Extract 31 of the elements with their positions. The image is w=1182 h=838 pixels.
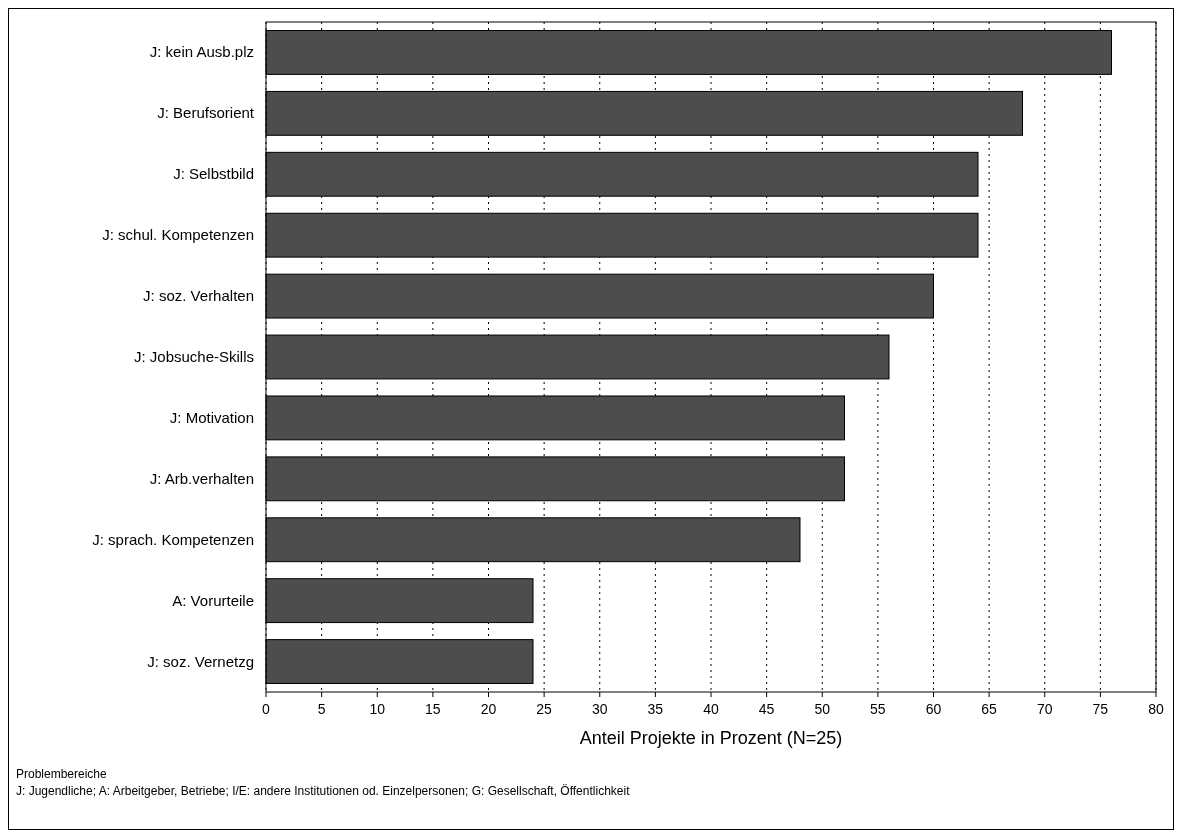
y-tick-label: J: kein Ausb.plz <box>149 43 254 61</box>
x-tick-label: 50 <box>814 701 831 717</box>
x-tick-label: 10 <box>369 701 386 717</box>
x-tick-label: 25 <box>536 701 553 717</box>
x-tick-label: 75 <box>1092 701 1109 717</box>
y-tick-label: J: schul. Kompetenzen <box>102 226 254 244</box>
y-tick-label: J: Motivation <box>169 408 254 426</box>
y-tick-label: J: sprach. Kompetenzen <box>92 530 254 548</box>
x-tick-label: 60 <box>925 701 942 717</box>
x-tick-label: 65 <box>981 701 998 717</box>
y-tick-label: J: Selbstbild <box>173 165 254 183</box>
x-tick-label: 55 <box>870 701 886 717</box>
y-tick-label: A: Vorurteile <box>172 591 254 609</box>
x-tick-label: 15 <box>425 701 441 717</box>
x-tick-label: 80 <box>1148 701 1164 717</box>
x-tick-label: 0 <box>262 701 271 717</box>
y-tick-label: J: Jobsuche-Skills <box>133 348 254 365</box>
x-tick-label: 30 <box>591 701 608 717</box>
x-tick-label: 35 <box>647 701 664 717</box>
x-tick-label: 20 <box>480 701 497 717</box>
text: J: Jugendliche; A: Arbeitgeber, Betriebe; I/E: andere Institutionen od. Einzelpersonen; G: Gesellschaft, Öffentlichkeit <box>16 784 631 798</box>
x-axis-title: Anteil Projekte in Prozent (N=25) <box>579 728 843 748</box>
x-tick-label: 5 <box>317 701 326 717</box>
y-tick-label: J: soz. Verhalten <box>143 287 254 305</box>
text: Problembereiche <box>16 767 108 781</box>
x-tick-label: 45 <box>758 701 775 717</box>
y-tick-label: J: Arb.verhalten <box>149 469 254 487</box>
x-tick-label: 40 <box>703 701 719 717</box>
y-tick-label: J: Berufsorient <box>157 104 255 122</box>
x-tick-label: 70 <box>1036 701 1053 717</box>
y-tick-label: J: soz. Vernetzg <box>147 652 254 670</box>
